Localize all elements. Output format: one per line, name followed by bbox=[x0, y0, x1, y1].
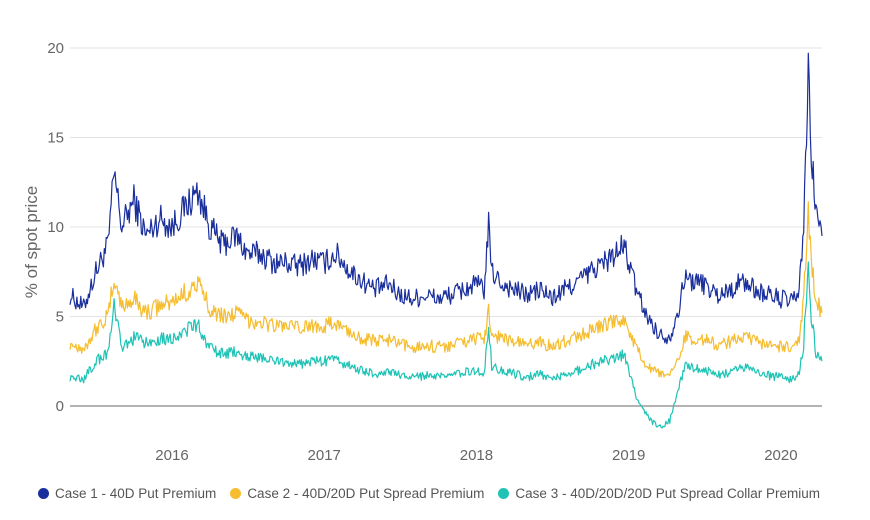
x-tick-label: 2018 bbox=[460, 447, 493, 464]
y-tick-label: 0 bbox=[56, 398, 64, 415]
series-line-case3 bbox=[69, 261, 823, 429]
legend-label-case2: Case 2 - 40D/20D Put Spread Premium bbox=[247, 486, 485, 501]
legend-label-case3: Case 3 - 40D/20D/20D Put Spread Collar P… bbox=[515, 486, 821, 501]
y-tick-label: 20 bbox=[47, 40, 64, 57]
gridlines bbox=[70, 47, 822, 407]
series-lines bbox=[69, 52, 823, 429]
x-tick-label: 2016 bbox=[155, 447, 188, 464]
y-tick-label: 10 bbox=[47, 219, 64, 236]
y-tick-label: 15 bbox=[47, 130, 64, 147]
legend-marker-case2 bbox=[230, 488, 242, 499]
series-line-case2 bbox=[69, 201, 823, 378]
axes: 0 5 10 15 20 2016 2017 2018 2019 2020 bbox=[47, 40, 797, 464]
legend-marker-case3 bbox=[498, 488, 510, 499]
x-tick-label: 2017 bbox=[308, 447, 341, 464]
y-axis-label: % of spot price bbox=[22, 186, 41, 298]
legend: Case 1 - 40D Put Premium Case 2 - 40D/20… bbox=[38, 486, 820, 501]
legend-item-case2[interactable]: Case 2 - 40D/20D Put Spread Premium bbox=[230, 486, 484, 501]
y-tick-label: 5 bbox=[56, 309, 64, 326]
legend-label-case1: Case 1 - 40D Put Premium bbox=[55, 486, 217, 501]
chart-svg: 0 5 10 15 20 2016 2017 2018 2019 2020 % of spot p… bbox=[22, 40, 823, 464]
x-tick-label: 2020 bbox=[764, 447, 797, 464]
x-tick-label: 2019 bbox=[612, 447, 645, 464]
legend-item-case3[interactable]: Case 3 - 40D/20D/20D Put Spread Collar P… bbox=[498, 486, 820, 501]
legend-marker-case1 bbox=[38, 488, 49, 499]
legend-item-case1[interactable]: Case 1 - 40D Put Premium bbox=[38, 486, 216, 501]
series-line-case1 bbox=[69, 52, 823, 345]
